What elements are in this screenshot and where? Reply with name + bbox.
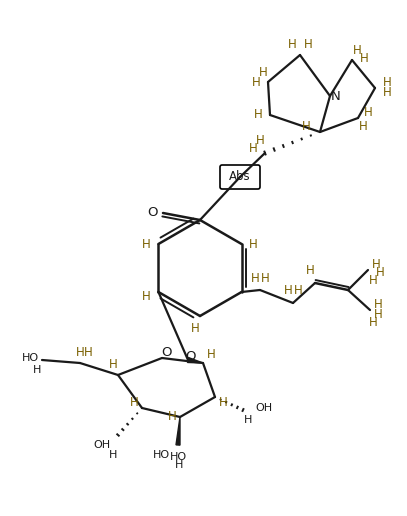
Text: H: H [288, 39, 296, 52]
Text: Abs: Abs [229, 170, 251, 184]
Text: O: O [162, 347, 172, 360]
Text: O: O [148, 205, 158, 218]
Text: H: H [293, 284, 302, 298]
Text: H: H [363, 106, 372, 120]
Text: H: H [304, 39, 313, 52]
Text: H: H [83, 347, 92, 360]
Text: H: H [369, 273, 377, 286]
Text: H: H [374, 309, 382, 321]
Text: N: N [331, 89, 341, 103]
Text: H: H [372, 259, 381, 271]
Text: OH: OH [255, 403, 272, 413]
Text: H: H [175, 460, 184, 470]
Polygon shape [188, 358, 203, 363]
Text: H: H [284, 284, 292, 298]
Text: H: H [376, 266, 384, 280]
Text: H: H [168, 411, 176, 424]
Text: HO: HO [22, 353, 39, 363]
Text: H: H [352, 43, 361, 56]
Text: H: H [76, 347, 84, 360]
Text: H: H [383, 76, 392, 89]
Text: HO: HO [169, 452, 186, 462]
Polygon shape [176, 417, 180, 445]
Text: H: H [207, 348, 215, 362]
Text: H: H [33, 365, 41, 375]
Text: H: H [260, 271, 269, 284]
Text: H: H [359, 120, 368, 133]
Text: H: H [142, 291, 151, 303]
Text: H: H [254, 108, 263, 121]
Text: H: H [142, 237, 151, 250]
Text: H: H [249, 141, 257, 154]
Text: H: H [244, 415, 252, 425]
Text: H: H [252, 75, 260, 89]
Text: H: H [383, 87, 392, 100]
Text: H: H [249, 237, 258, 250]
Text: H: H [129, 396, 138, 410]
Text: H: H [219, 395, 228, 409]
Text: H: H [258, 66, 267, 78]
Text: H: H [302, 121, 311, 134]
Text: H: H [306, 265, 314, 278]
Text: H: H [109, 359, 117, 372]
Text: H: H [251, 271, 259, 284]
Text: H: H [256, 135, 265, 148]
FancyBboxPatch shape [220, 165, 260, 189]
Text: H: H [369, 315, 377, 329]
Text: H: H [190, 321, 199, 334]
Text: H: H [360, 52, 368, 64]
Text: H: H [109, 450, 117, 460]
Text: HO: HO [153, 450, 170, 460]
Text: H: H [374, 298, 382, 312]
Text: O: O [186, 349, 196, 363]
Text: OH: OH [93, 440, 110, 450]
